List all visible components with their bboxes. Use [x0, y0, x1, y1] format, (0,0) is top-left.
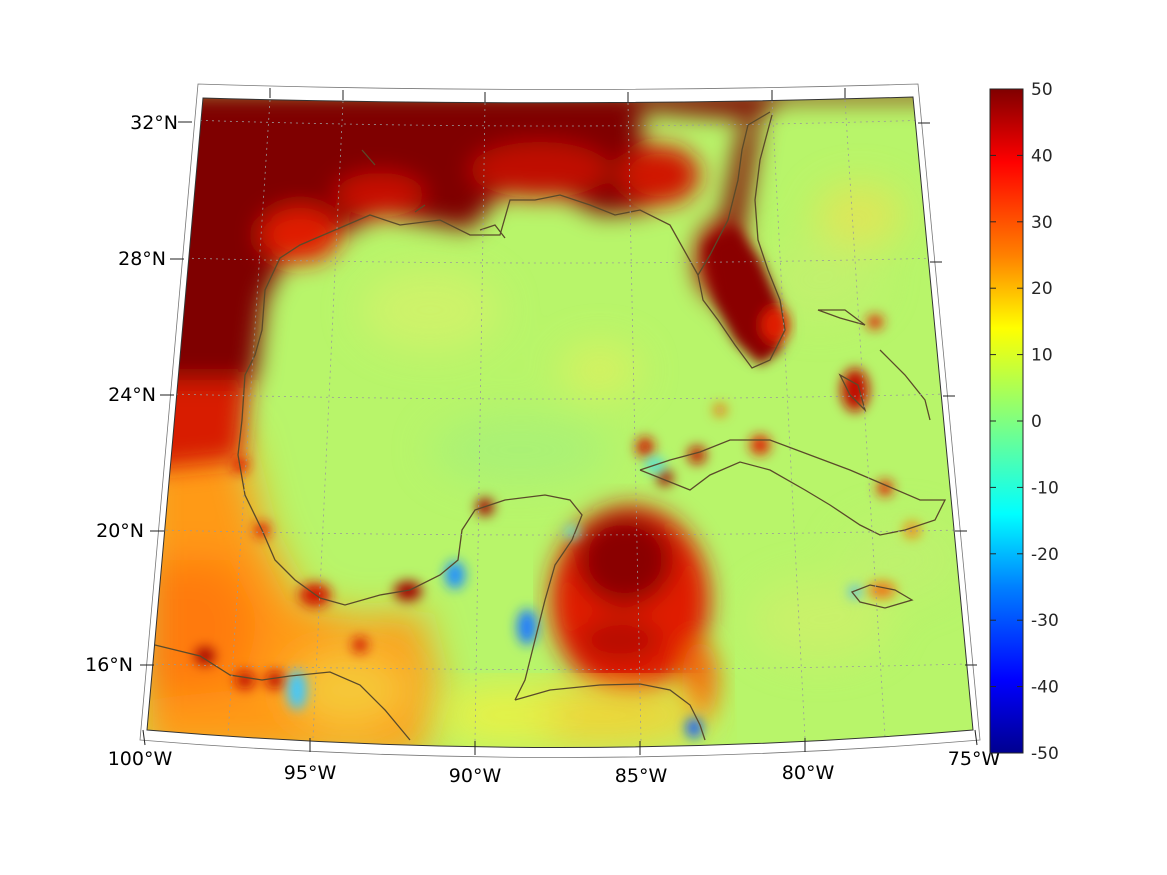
- lat-label: 24°N: [108, 384, 156, 406]
- colorbar: 50 40 30 20 10 0 -10 -20 -30 -40 -50: [989, 80, 1059, 764]
- tick-marks: [140, 88, 978, 755]
- colorbar-label: 10: [1031, 346, 1053, 366]
- colorbar-label: -30: [1031, 611, 1059, 631]
- colorbar-label: -10: [1031, 478, 1059, 498]
- colorbar-label: 30: [1031, 213, 1053, 233]
- coastlines: [154, 111, 947, 741]
- colorbar-label: 50: [1031, 80, 1053, 100]
- colorbar-ticks: [990, 88, 1023, 754]
- colorbar-label: -40: [1031, 678, 1059, 698]
- colorbar-labels: 50 40 30 20 10 0 -10 -20 -30 -40 -50: [1031, 80, 1059, 764]
- colorbar-label: 40: [1031, 146, 1053, 166]
- latitude-labels: 32°N 28°N 24°N 20°N 16°N: [85, 112, 178, 676]
- map-frame: [146, 96, 974, 748]
- mexico-warm-region: [147, 430, 440, 748]
- colorbar-label: -20: [1031, 545, 1059, 565]
- lat-label: 28°N: [118, 248, 166, 270]
- colorbar-label: 20: [1031, 279, 1053, 299]
- central-america-warm: [440, 680, 710, 748]
- map-field: [147, 97, 973, 748]
- longitude-labels: 100°W 95°W 90°W 85°W 80°W 75°W: [108, 748, 1001, 787]
- lon-label: 80°W: [782, 762, 835, 784]
- colorbar-label: -50: [1031, 744, 1059, 764]
- lat-label: 16°N: [85, 654, 133, 676]
- lat-label: 32°N: [130, 112, 178, 134]
- lon-label: 95°W: [284, 762, 337, 784]
- lon-label: 85°W: [615, 765, 668, 787]
- ocean-texture: [360, 185, 960, 660]
- map-outer-frame: [139, 83, 981, 758]
- florida-peninsula: [705, 225, 789, 365]
- lon-label: 100°W: [108, 748, 173, 770]
- lat-label: 20°N: [96, 520, 144, 542]
- graticule: [149, 99, 967, 742]
- colorbar-label: 0: [1031, 412, 1042, 432]
- lon-label: 75°W: [948, 748, 1001, 770]
- lon-label: 90°W: [449, 765, 502, 787]
